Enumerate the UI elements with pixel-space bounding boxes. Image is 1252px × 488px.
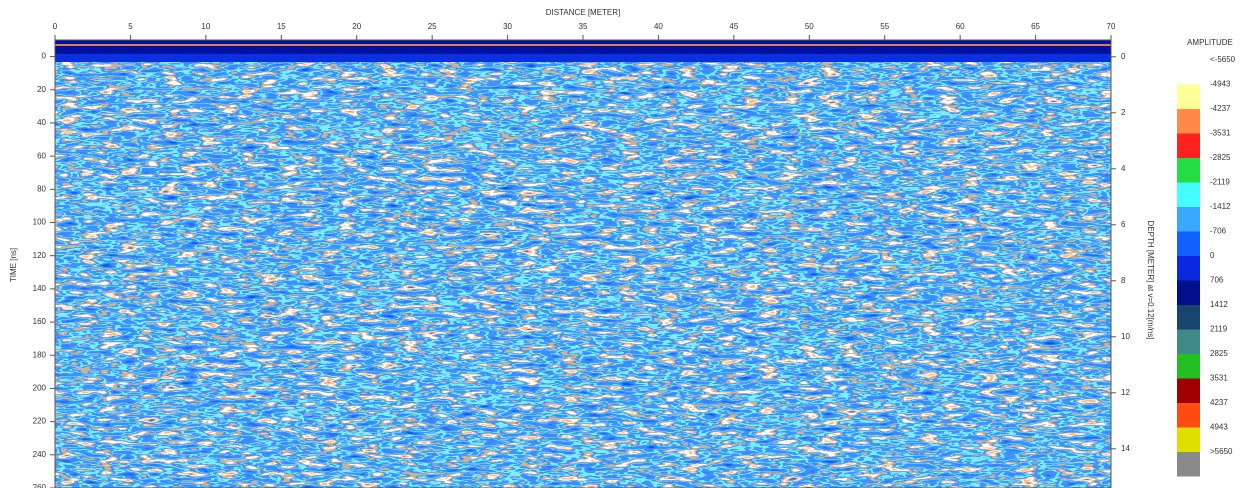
colorbar-swatch bbox=[1177, 354, 1200, 379]
x-tick-label: 55 bbox=[880, 22, 889, 31]
colorbar-swatch bbox=[1177, 329, 1200, 354]
x-tick-label: 5 bbox=[128, 22, 133, 31]
colorbar-label: >5650 bbox=[1210, 447, 1233, 456]
colorbar-title: AMPLITUDE bbox=[1187, 38, 1233, 47]
y-tick-label: 260 bbox=[33, 483, 47, 488]
colorbar-label: 706 bbox=[1210, 276, 1224, 285]
colorbar-label: 2825 bbox=[1210, 349, 1228, 358]
colorbar-swatch bbox=[1177, 256, 1200, 281]
y-tick-label: 120 bbox=[33, 251, 47, 260]
y2-tick-label: 12 bbox=[1121, 388, 1130, 397]
colorbar-swatch bbox=[1177, 280, 1200, 305]
colorbar-swatch bbox=[1177, 231, 1200, 256]
x-tick-label: 45 bbox=[729, 22, 738, 31]
radar-texture bbox=[55, 62, 1111, 488]
colorbar-label: 1412 bbox=[1210, 300, 1228, 309]
x-tick-label: 50 bbox=[805, 22, 814, 31]
colorbar-label: -2119 bbox=[1210, 178, 1230, 187]
y2-axis-title: DEPTH [METER] at v=0.12[m/ns] bbox=[1146, 221, 1155, 340]
x-axis-title: DISTANCE [METER] bbox=[546, 8, 621, 17]
y2-tick-label: 6 bbox=[1121, 220, 1126, 229]
colorbar-swatch bbox=[1177, 133, 1200, 158]
colorbar-swatch bbox=[1177, 182, 1200, 207]
colorbar-swatch bbox=[1177, 452, 1200, 477]
y2-tick-label: 10 bbox=[1121, 332, 1130, 341]
y-tick-label: 80 bbox=[37, 184, 46, 193]
colorbar-swatch bbox=[1177, 207, 1200, 232]
colorbar-label: 0 bbox=[1210, 251, 1215, 260]
colorbar-label: 4943 bbox=[1210, 423, 1228, 432]
x-tick-label: 20 bbox=[352, 22, 361, 31]
x-tick-label: 15 bbox=[277, 22, 286, 31]
y-tick-label: 200 bbox=[33, 384, 47, 393]
colorbar-label: -1412 bbox=[1210, 202, 1231, 211]
x-tick-label: 25 bbox=[428, 22, 437, 31]
y2-tick-label: 8 bbox=[1121, 276, 1126, 285]
x-tick-label: 40 bbox=[654, 22, 663, 31]
y2-tick-label: 0 bbox=[1121, 52, 1126, 61]
y-tick-label: 140 bbox=[33, 284, 47, 293]
x-tick-label: 70 bbox=[1107, 22, 1116, 31]
colorbar-label: 3531 bbox=[1210, 374, 1228, 383]
y-tick-label: 220 bbox=[33, 417, 47, 426]
colorbar-label: <-5650 bbox=[1210, 55, 1236, 64]
air-wave bbox=[55, 40, 1111, 54]
colorbar-swatch bbox=[1177, 305, 1200, 330]
x-tick-label: 35 bbox=[579, 22, 588, 31]
x-tick-label: 0 bbox=[53, 22, 58, 31]
colorbar-swatch bbox=[1177, 378, 1200, 403]
x-tick-label: 30 bbox=[503, 22, 512, 31]
x-tick-label: 65 bbox=[1031, 22, 1040, 31]
colorbar-label: -4237 bbox=[1210, 104, 1231, 113]
colorbar-swatch bbox=[1177, 158, 1200, 183]
y-axis-title: TIME [ns] bbox=[9, 248, 18, 282]
colorbar-swatch bbox=[1177, 403, 1200, 428]
y-tick-label: 0 bbox=[42, 52, 47, 61]
y-tick-label: 240 bbox=[33, 450, 47, 459]
y-tick-label: 180 bbox=[33, 350, 47, 359]
y-tick-label: 20 bbox=[37, 85, 46, 94]
x-tick-label: 60 bbox=[956, 22, 965, 31]
y2-tick-label: 2 bbox=[1121, 108, 1126, 117]
y-tick-label: 100 bbox=[33, 218, 47, 227]
y2-tick-label: 4 bbox=[1121, 164, 1126, 173]
y-tick-label: 60 bbox=[37, 151, 46, 160]
colorbar-swatch bbox=[1177, 84, 1200, 109]
colorbar-label: -3531 bbox=[1210, 129, 1231, 138]
colorbar-label: -4943 bbox=[1210, 80, 1231, 89]
y-tick-label: 40 bbox=[37, 118, 46, 127]
colorbar-label: 2119 bbox=[1210, 325, 1228, 334]
x-tick-label: 10 bbox=[201, 22, 210, 31]
colorbar-label: 4237 bbox=[1210, 398, 1228, 407]
colorbar-swatch bbox=[1177, 427, 1200, 452]
colorbar-label: -2825 bbox=[1210, 153, 1231, 162]
colorbar-swatch bbox=[1177, 60, 1200, 85]
y2-tick-label: 14 bbox=[1121, 444, 1130, 453]
colorbar-swatch bbox=[1177, 109, 1200, 134]
y-tick-label: 160 bbox=[33, 317, 47, 326]
colorbar-label: -706 bbox=[1210, 227, 1227, 236]
